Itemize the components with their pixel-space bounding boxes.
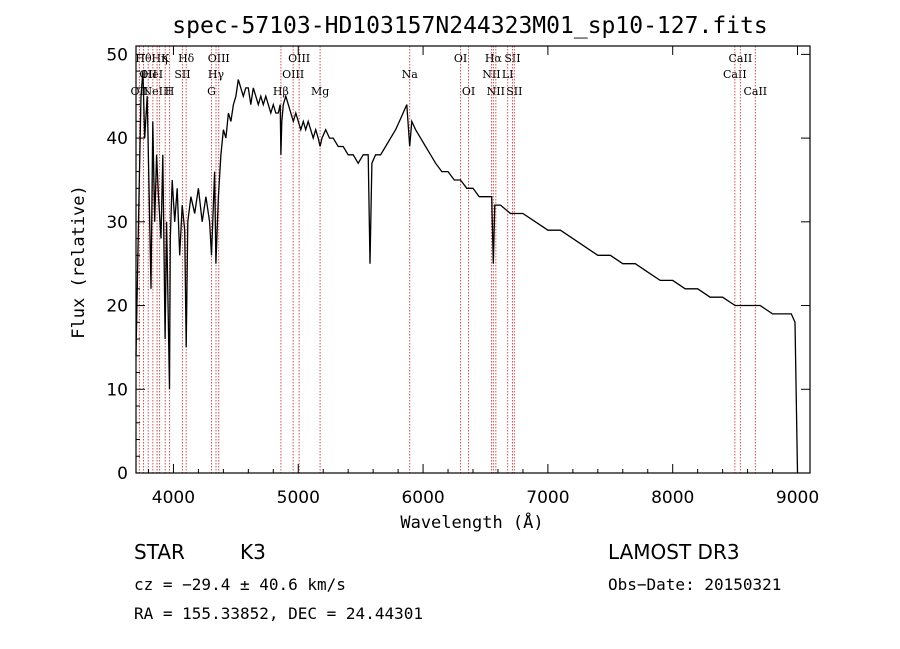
y-axis-ticks: 0 10 20 30 40 50 — [106, 45, 810, 484]
marker-label-20: NII — [482, 68, 500, 81]
marker-label-6: K — [161, 52, 170, 65]
marker-label-12: OIII — [208, 52, 230, 65]
marker-label-15: OIII — [288, 52, 310, 65]
marker-label-18: OI — [454, 52, 467, 65]
marker-label-19: OI — [462, 85, 475, 98]
marker-label-10: G — [207, 85, 216, 98]
y-axis-label: Flux (relative) — [69, 185, 89, 339]
coordinates: RA = 155.33852, DEC = 24.44301 — [134, 604, 423, 623]
marker-label-17: Na — [402, 68, 419, 81]
marker-label-28: CaII — [743, 85, 767, 98]
spectrum-line — [135, 71, 799, 474]
plot-frame — [135, 45, 811, 474]
marker-label-14: OIII — [282, 68, 304, 81]
y-tick-label-5: 50 — [106, 45, 128, 65]
y-tick-label-4: 40 — [106, 129, 128, 149]
marker-label-11: Hγ — [208, 68, 225, 81]
marker-label-24: SII — [504, 52, 520, 65]
marker-label-13: Hβ — [273, 85, 289, 98]
y-tick-label-0: 0 — [117, 464, 128, 484]
chart-title: spec-57103-HD103157N244323M01_sp10-127.f… — [172, 13, 767, 39]
marker-label-21: Hα — [485, 52, 503, 65]
spectrum-chart: spec-57103-HD103157N244323M01_sp10-127.f… — [69, 13, 819, 533]
redshift-info: cz = −29.4 ± 40.6 km/s — [134, 575, 346, 594]
x-tick-label-2: 6000 — [401, 488, 444, 508]
marker-label-7: H — [165, 85, 175, 98]
marker-label-5: Hη — [151, 52, 167, 65]
marker-label-22: NII — [487, 85, 505, 98]
x-axis-ticks: 4000 5000 6000 7000 8000 9000 — [147, 46, 819, 508]
obs-date: Obs−Date: 20150321 — [608, 575, 782, 594]
x-tick-label-1: 5000 — [277, 488, 320, 508]
marker-label-4: NeIII — [143, 85, 172, 98]
marker-label-3: HeI — [143, 68, 163, 81]
marker-label-16: Mg — [311, 85, 329, 98]
y-tick-label-1: 10 — [106, 380, 128, 400]
x-tick-label-0: 4000 — [152, 488, 195, 508]
marker-label-8: SII — [174, 68, 190, 81]
x-tick-label-4: 8000 — [651, 488, 694, 508]
marker-label-25: SII — [506, 85, 522, 98]
survey-name: LAMOST DR3 — [608, 540, 740, 564]
x-axis-label: Wavelength (Å) — [400, 511, 543, 533]
x-tick-label-5: 9000 — [776, 488, 819, 508]
marker-label-27: CaII — [729, 52, 753, 65]
marker-label-23: LI — [502, 68, 514, 81]
spectral-line-markers: OIIHθOIIHeINeIIIHηKHSIIHδGHγOIIIHβOIIIOI… — [131, 46, 767, 473]
y-tick-label-3: 30 — [106, 213, 128, 233]
x-tick-label-3: 7000 — [526, 488, 569, 508]
y-tick-label-2: 20 — [106, 297, 128, 317]
marker-label-26: CaII — [723, 68, 747, 81]
object-class: STAR — [134, 540, 185, 564]
marker-label-9: Hδ — [178, 52, 195, 65]
object-subclass: K3 — [240, 540, 266, 564]
